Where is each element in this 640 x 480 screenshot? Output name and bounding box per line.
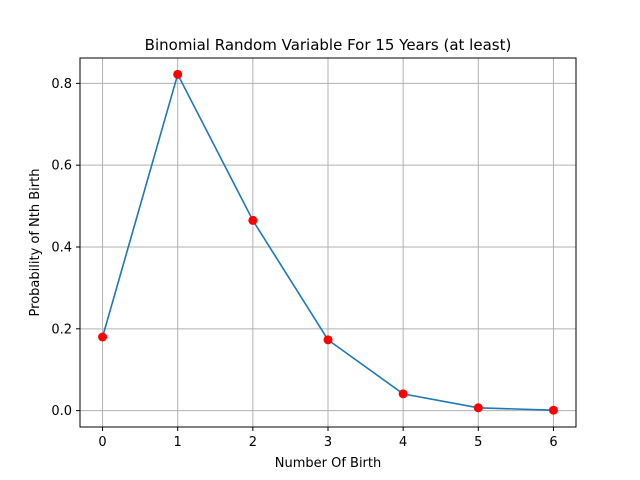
data-point bbox=[173, 69, 183, 79]
grid-lines bbox=[80, 58, 576, 427]
chart-title: Binomial Random Variable For 15 Years (a… bbox=[145, 36, 512, 54]
y-axis-ticks: 0.0 0.2 0.4 0.6 0.8 bbox=[51, 77, 80, 419]
data-point bbox=[248, 215, 258, 225]
x-tick-label: 0 bbox=[98, 435, 106, 450]
data-series bbox=[98, 69, 558, 415]
y-tick-label: 0.2 bbox=[51, 322, 72, 337]
y-axis-label: Probability of Nth Birth bbox=[28, 169, 43, 317]
x-axis-ticks: 0 1 2 3 4 5 6 bbox=[98, 427, 558, 450]
data-point bbox=[98, 332, 108, 342]
data-point bbox=[398, 389, 408, 399]
x-tick-label: 4 bbox=[399, 435, 407, 450]
x-tick-label: 5 bbox=[474, 435, 482, 450]
data-point bbox=[323, 335, 333, 345]
data-point bbox=[473, 403, 483, 413]
y-tick-label: 0.8 bbox=[51, 77, 72, 92]
y-tick-label: 0.4 bbox=[51, 241, 72, 256]
y-tick-label: 0.0 bbox=[51, 404, 72, 419]
y-tick-label: 0.6 bbox=[51, 159, 72, 174]
x-tick-label: 2 bbox=[249, 435, 257, 450]
x-tick-label: 1 bbox=[174, 435, 182, 450]
data-point bbox=[548, 405, 558, 415]
x-tick-label: 3 bbox=[324, 435, 332, 450]
x-tick-label: 6 bbox=[549, 435, 557, 450]
x-axis-label: Number Of Birth bbox=[275, 456, 382, 471]
